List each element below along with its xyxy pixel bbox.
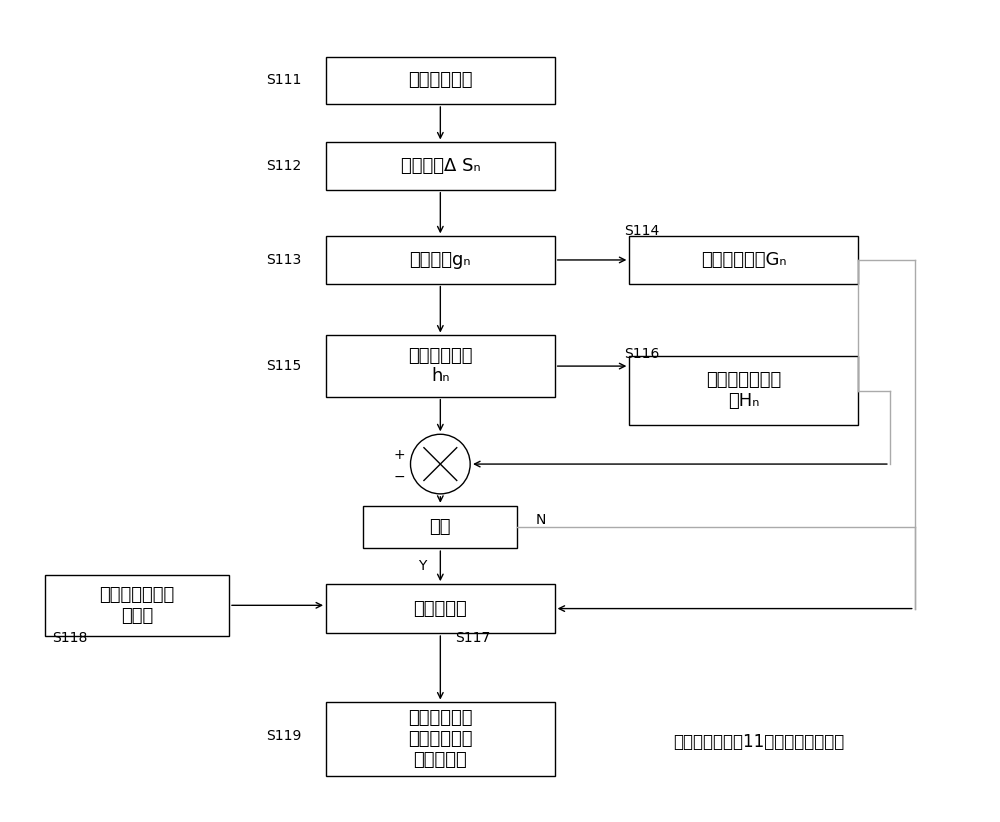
- Bar: [326, 335, 555, 397]
- Text: −: −: [394, 470, 406, 484]
- Text: S118: S118: [53, 631, 88, 645]
- Text: S112: S112: [266, 159, 302, 173]
- Text: 获取增益gₙ: 获取增益gₙ: [410, 251, 471, 269]
- Text: 搜索密码书: 搜索密码书: [413, 599, 467, 617]
- Bar: [326, 584, 555, 633]
- Text: S117: S117: [455, 631, 490, 645]
- Bar: [326, 57, 555, 104]
- Text: S113: S113: [266, 253, 302, 267]
- Text: Y: Y: [418, 559, 427, 573]
- Bar: [45, 575, 229, 636]
- Text: 搜索增益码书Gₙ: 搜索增益码书Gₙ: [701, 251, 786, 269]
- Bar: [326, 142, 555, 190]
- Text: S114: S114: [624, 224, 660, 238]
- Text: 密码书地址、内
容变换: 密码书地址、内 容变换: [99, 586, 175, 625]
- Text: +: +: [394, 448, 406, 462]
- Text: 信号格式转换: 信号格式转换: [408, 72, 473, 90]
- Text: 搜索量化语音码
书Hₙ: 搜索量化语音码 书Hₙ: [706, 372, 781, 410]
- Text: 密文信号随机
打散并加入顺
序同步信号: 密文信号随机 打散并加入顺 序同步信号: [408, 709, 473, 769]
- Text: 第一加密芯片（11）的算法编码流程: 第一加密芯片（11）的算法编码流程: [673, 732, 844, 750]
- Bar: [629, 236, 858, 284]
- Ellipse shape: [411, 434, 470, 494]
- Bar: [363, 506, 517, 548]
- Text: 差值处理Δ Sₙ: 差值处理Δ Sₙ: [401, 157, 480, 175]
- Text: S116: S116: [624, 347, 660, 361]
- Bar: [629, 356, 858, 425]
- Text: 处理语音信号
hₙ: 处理语音信号 hₙ: [408, 347, 473, 386]
- Bar: [326, 236, 555, 284]
- Text: N: N: [535, 514, 546, 528]
- Text: S111: S111: [266, 73, 302, 87]
- Bar: [326, 703, 555, 776]
- Text: S119: S119: [266, 729, 302, 743]
- Text: S115: S115: [266, 359, 302, 373]
- Text: 判决: 判决: [430, 518, 451, 536]
